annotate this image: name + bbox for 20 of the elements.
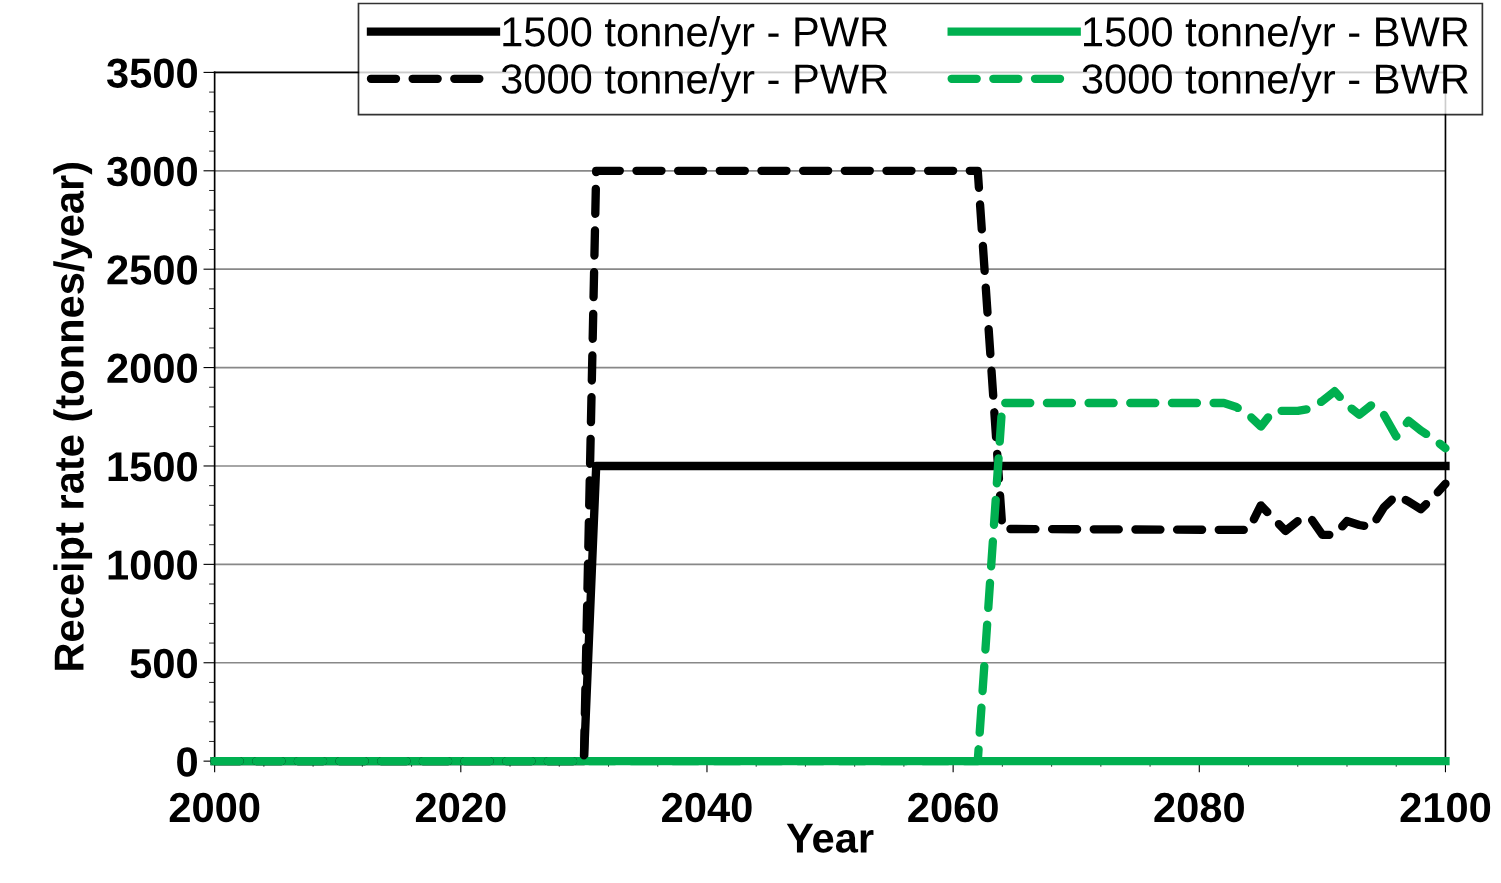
- legend-label: 1500 tonne/yr - BWR: [1084, 16, 1468, 55]
- x-tick-label: 2100: [1400, 792, 1491, 823]
- x-tick-label: 2080: [1154, 792, 1244, 823]
- y-tick-label: 1000: [108, 550, 197, 580]
- x-tick-label: 2040: [662, 792, 752, 823]
- y-axis-title: Receipt rate (tonnes/year): [53, 162, 93, 670]
- legend-label: 1500 tonne/yr - PWR: [503, 16, 888, 55]
- y-tick-label: 3500: [106, 58, 197, 88]
- legend-label: 3000 tonne/yr - BWR: [1082, 63, 1468, 103]
- x-axis-title: Year: [786, 823, 874, 853]
- legend-label: 3000 tonne/yr - PWR: [501, 63, 888, 103]
- y-tick-label: 2000: [107, 353, 197, 384]
- y-tick-label: 0: [177, 747, 197, 777]
- y-tick-label: 500: [130, 648, 197, 679]
- x-tick-label: 2060: [908, 792, 998, 823]
- x-tick-label: 2000: [169, 792, 260, 823]
- y-tick-label: 1500: [108, 451, 197, 482]
- y-tick-label: 3000: [106, 156, 197, 187]
- x-tick-label: 2020: [415, 792, 506, 823]
- y-tick-label: 2500: [107, 255, 197, 285]
